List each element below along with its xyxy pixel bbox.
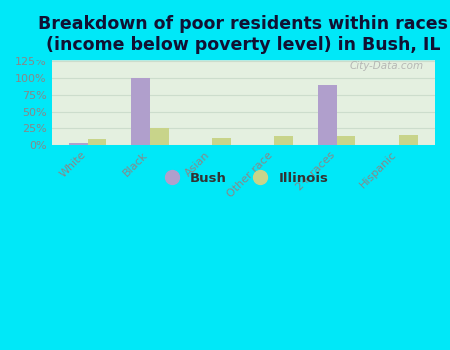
Text: City-Data.com: City-Data.com: [349, 61, 423, 71]
Bar: [337, 136, 356, 145]
Bar: [318, 85, 337, 145]
Bar: [212, 138, 231, 145]
Legend: Bush, Illinois: Bush, Illinois: [153, 167, 333, 190]
Title: Breakdown of poor residents within races
(income below poverty level) in Bush, I: Breakdown of poor residents within races…: [38, 15, 448, 54]
Bar: [88, 139, 106, 145]
Bar: [131, 78, 150, 145]
Bar: [69, 143, 88, 145]
Bar: [150, 128, 169, 145]
Bar: [399, 135, 418, 145]
Bar: [274, 135, 293, 145]
